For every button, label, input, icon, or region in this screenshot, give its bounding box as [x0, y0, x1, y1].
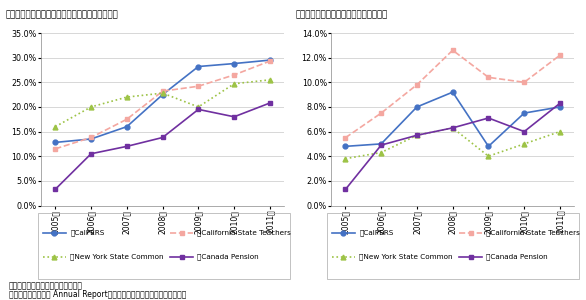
米CalPERS: [159, 93, 166, 96]
Text: 図表３　北米年金の不動産実績配分比率: 図表３ 北米年金の不動産実績配分比率: [296, 11, 388, 20]
米California State Teachers: [521, 80, 528, 84]
Line: 米New York State Common: 米New York State Common: [53, 77, 272, 129]
米New York State Common: [195, 105, 202, 109]
米California State Teachers: [231, 73, 238, 77]
米New York State Common: [87, 105, 94, 109]
米New York State Common: [413, 134, 420, 137]
加Canada Pension: [413, 134, 420, 137]
米New York State Common: [557, 130, 564, 134]
Text: 米CalPERS: 米CalPERS: [70, 229, 105, 236]
米New York State Common: [159, 91, 166, 95]
Text: 注）伝統資産：国内外の株式、債券: 注）伝統資産：国内外の株式、債券: [9, 281, 83, 290]
Text: 出所）各年金基金の Annual Reportより三井住友トラスト基礎研究所作成: 出所）各年金基金の Annual Reportより三井住友トラスト基礎研究所作成: [9, 290, 186, 299]
米CalPERS: [52, 141, 59, 144]
Line: 米New York State Common: 米New York State Common: [343, 125, 563, 161]
Text: 米California State Teachers: 米California State Teachers: [486, 229, 580, 236]
Text: 加Canada Pension: 加Canada Pension: [486, 253, 548, 260]
加Canada Pension: [342, 188, 349, 191]
Line: 米CalPERS: 米CalPERS: [53, 58, 272, 145]
米CalPERS: [267, 58, 274, 62]
米New York State Common: [377, 151, 384, 154]
米CalPERS: [557, 105, 564, 109]
米California State Teachers: [449, 49, 456, 52]
加Canada Pension: [231, 115, 238, 119]
米CalPERS: [377, 142, 384, 146]
米New York State Common: [123, 95, 130, 99]
米CalPERS: [123, 125, 130, 128]
Line: 米CalPERS: 米CalPERS: [343, 90, 563, 149]
米California State Teachers: [377, 111, 384, 115]
米New York State Common: [342, 157, 349, 160]
米California State Teachers: [87, 136, 94, 139]
Line: 米California State Teachers: 米California State Teachers: [53, 59, 272, 151]
米California State Teachers: [342, 136, 349, 140]
加Canada Pension: [267, 101, 274, 105]
加Canada Pension: [485, 116, 492, 120]
米CalPERS: [342, 145, 349, 148]
Line: 米California State Teachers: 米California State Teachers: [343, 48, 563, 140]
加Canada Pension: [557, 101, 564, 105]
加Canada Pension: [195, 108, 202, 111]
米California State Teachers: [123, 118, 130, 121]
米CalPERS: [521, 111, 528, 115]
加Canada Pension: [52, 188, 59, 191]
米New York State Common: [52, 125, 59, 128]
米CalPERS: [195, 65, 202, 68]
加Canada Pension: [87, 152, 94, 155]
Text: 図表２　北米年金の伝統資産以外の実績配分比率: 図表２ 北米年金の伝統資産以外の実績配分比率: [6, 11, 118, 20]
Text: 米New York State Common: 米New York State Common: [359, 253, 453, 260]
Text: 加Canada Pension: 加Canada Pension: [197, 253, 259, 260]
Text: 米CalPERS: 米CalPERS: [359, 229, 394, 236]
米CalPERS: [87, 137, 94, 141]
米California State Teachers: [195, 84, 202, 88]
米CalPERS: [449, 90, 456, 94]
米California State Teachers: [557, 53, 564, 57]
米New York State Common: [449, 126, 456, 130]
Text: 米California State Teachers: 米California State Teachers: [197, 229, 291, 236]
加Canada Pension: [123, 145, 130, 148]
米California State Teachers: [52, 147, 59, 151]
Text: 米New York State Common: 米New York State Common: [70, 253, 164, 260]
加Canada Pension: [159, 136, 166, 139]
加Canada Pension: [449, 126, 456, 130]
米CalPERS: [485, 145, 492, 148]
米New York State Common: [521, 142, 528, 146]
米CalPERS: [413, 105, 420, 109]
米California State Teachers: [267, 59, 274, 63]
加Canada Pension: [377, 143, 384, 147]
Line: 加Canada Pension: 加Canada Pension: [343, 101, 563, 192]
米New York State Common: [231, 82, 238, 85]
米California State Teachers: [485, 76, 492, 79]
米New York State Common: [485, 154, 492, 158]
米California State Teachers: [413, 83, 420, 87]
米CalPERS: [231, 62, 238, 65]
米New York State Common: [267, 78, 274, 82]
Line: 加Canada Pension: 加Canada Pension: [53, 100, 272, 192]
米California State Teachers: [159, 89, 166, 93]
加Canada Pension: [521, 130, 528, 134]
